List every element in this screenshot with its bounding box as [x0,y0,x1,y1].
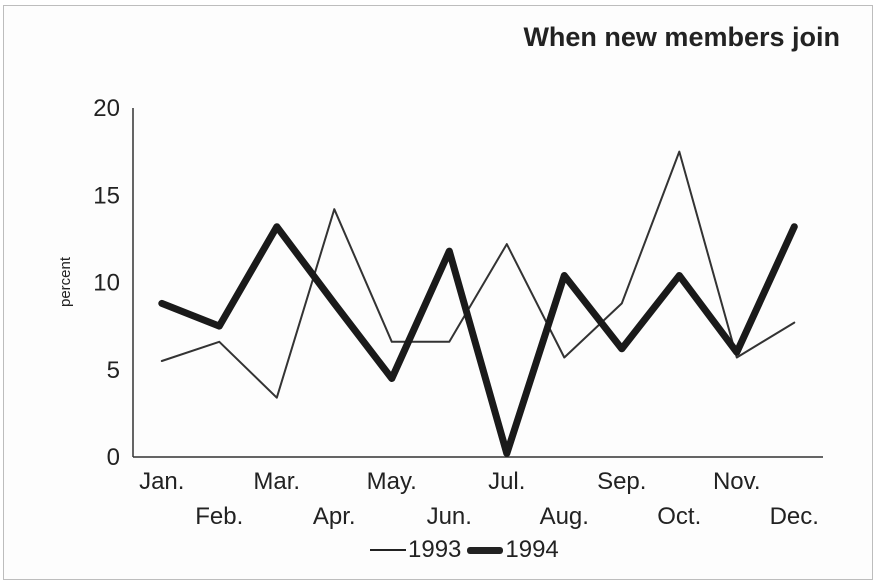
x-tick-label: Nov. [713,468,761,495]
y-axis-label: percent [57,256,74,307]
x-tick-label: Jun. [427,503,472,530]
y-tick-label: 5 [107,357,120,384]
series-line-1993 [160,150,796,399]
legend-label-1994: 1994 [505,536,559,563]
legend-swatch-1994 [467,546,504,554]
x-tick-label: Jul. [488,468,525,495]
x-tick-label: Feb. [195,503,243,530]
legend: 1993 1994 [370,536,559,564]
ticks: 0 5 10 15 20 Jan. Feb. Mar. Apr. May. Jun. Jul. Aug.… [93,95,819,530]
x-tick-label: Oct. [657,503,701,530]
series-line-1994 [158,223,798,457]
x-tick-label: Mar. [253,468,300,495]
x-tick-label: May. [367,468,417,495]
x-tick-label: Jan. [139,468,184,495]
y-tick-label: 10 [93,270,120,297]
y-tick-label: 0 [107,444,120,471]
chart-title: When new members join [523,22,840,52]
series-group [158,150,798,457]
y-tick-label: 15 [93,182,120,209]
chart-frame [3,5,873,580]
y-tick-label: 20 [93,95,120,122]
x-tick-label: Apr. [313,503,356,530]
x-tick-label: Aug. [540,503,589,530]
x-tick-label: Sep. [597,468,646,495]
legend-swatch-1993 [370,549,406,551]
legend-label-1993: 1993 [408,536,462,563]
axes [132,108,823,458]
x-tick-label: Dec. [770,503,819,530]
